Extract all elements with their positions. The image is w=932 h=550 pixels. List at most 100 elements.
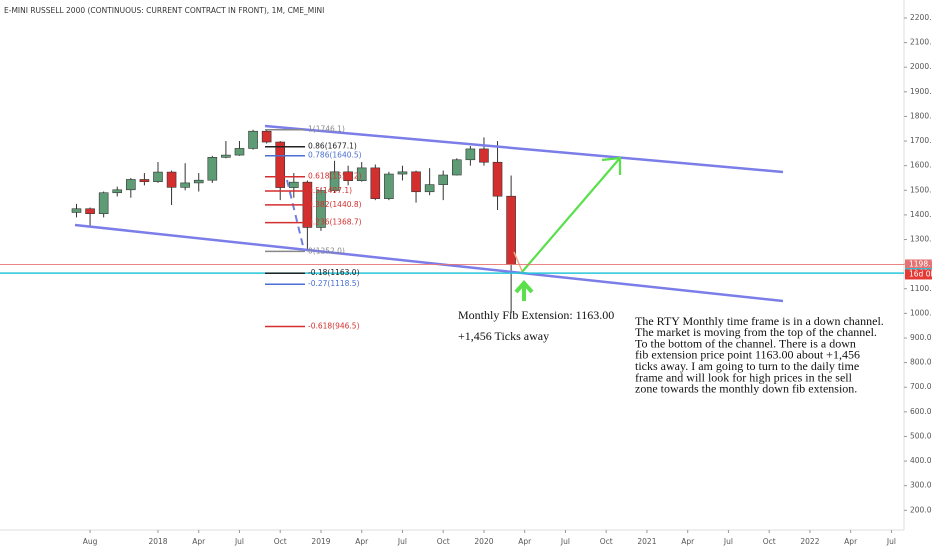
- x-tick-label: Aug: [83, 537, 98, 546]
- candle-body: [411, 171, 421, 193]
- x-tick-label: Oct: [763, 537, 776, 546]
- fib-label: -0.27(1118.5): [308, 279, 360, 288]
- candle-body: [479, 148, 489, 163]
- candle-body: [112, 189, 123, 194]
- candle-body: [316, 190, 326, 228]
- price-tag-label: 1198.7: [909, 259, 932, 268]
- candle-body: [329, 171, 340, 191]
- candle-body: [492, 161, 503, 197]
- channel-lower: [74, 223, 784, 303]
- candle-body: [193, 179, 204, 184]
- x-tick-label: Jul: [234, 537, 244, 546]
- y-tick-label: 1300.0: [910, 235, 932, 244]
- y-tick-label: 1000.0: [910, 308, 932, 317]
- x-tick-label: 2018: [148, 537, 167, 546]
- candle-body: [126, 179, 136, 191]
- candle-body: [207, 157, 218, 181]
- x-tick-label: 2019: [311, 537, 330, 546]
- fib-label: 0.382(1440.8): [308, 200, 362, 209]
- y-tick-label: 200.0: [910, 505, 932, 514]
- description-line: frame and will look for high prices in t…: [635, 370, 853, 384]
- y-tick-label: 1900.0: [910, 87, 932, 96]
- fib-label: 0.5(1497.1): [308, 186, 352, 195]
- x-tick-label: 2022: [800, 537, 819, 546]
- candle-body: [356, 167, 367, 181]
- fib-label: 0.618(1555.2): [308, 172, 362, 181]
- x-tick-label: Apr: [844, 537, 858, 546]
- x-tick-label: Apr: [518, 537, 532, 546]
- candle-body: [153, 171, 163, 182]
- candle-body: [221, 154, 231, 158]
- x-tick-label: Apr: [681, 537, 695, 546]
- description-line: The market is moving from the top of the…: [635, 325, 877, 339]
- ticks-annotation: +1,456 Ticks away: [458, 329, 549, 343]
- y-tick-label: 1600.0: [910, 161, 932, 170]
- fib-label: 0(1252.0): [308, 246, 345, 255]
- candle-body: [289, 181, 299, 188]
- candle-body: [424, 184, 435, 193]
- description-line: zone towards the monthly down fib extens…: [635, 382, 857, 396]
- candle-body: [98, 192, 109, 214]
- candle-body: [275, 141, 286, 188]
- x-tick-label: Jul: [397, 537, 407, 546]
- candle-body: [384, 173, 394, 199]
- fib-label: 0.236(1368.7): [308, 218, 362, 227]
- x-tick-label: Jul: [723, 537, 733, 546]
- x-tick-label: Jul: [560, 537, 570, 546]
- y-tick-label: 800.0: [910, 358, 932, 367]
- candle-body: [451, 159, 462, 176]
- y-tick-label: 1700.0: [910, 136, 932, 145]
- fib-label: 0.86(1677.1): [308, 142, 357, 151]
- fib-label: -0.618(946.5): [308, 322, 360, 331]
- countdown-tag: [905, 269, 932, 280]
- x-tick-label: Oct: [600, 537, 613, 546]
- candle-body: [166, 171, 177, 188]
- candle-body: [248, 130, 258, 149]
- x-tick-label: Oct: [274, 537, 287, 546]
- y-tick-label: 1400.0: [910, 210, 932, 219]
- y-tick-label: 2200.0: [910, 13, 932, 22]
- candle-body: [438, 174, 449, 185]
- y-tick-label: 300.0: [910, 481, 932, 490]
- candle-body: [370, 167, 381, 199]
- y-tick-label: 400.0: [910, 456, 932, 465]
- x-tick-label: Apr: [355, 537, 369, 546]
- channel-upper: [264, 124, 784, 174]
- y-tick-label: 500.0: [910, 431, 932, 440]
- description-line: ticks away. I am going to turn to the da…: [635, 359, 859, 373]
- fib-annotation: Monthly Fib Extension: 1163.00: [458, 308, 614, 322]
- candle-body: [234, 148, 245, 156]
- chart-title: E-MINI RUSSELL 2000 (CONTINUOUS: CURRENT…: [4, 6, 324, 15]
- y-tick-label: 2100.0: [910, 38, 932, 47]
- candle-body: [180, 182, 190, 188]
- fib-anchor-line: [286, 179, 304, 247]
- price-tag: [905, 259, 932, 270]
- x-tick-label: Apr: [192, 537, 206, 546]
- fib-label: 1(1746.1): [308, 125, 345, 134]
- description-line: The RTY Monthly time frame is in a down …: [635, 314, 884, 328]
- projection-arrow: [521, 156, 622, 273]
- x-tick-label: 2021: [637, 537, 656, 546]
- x-tick-label: Jul: [886, 537, 896, 546]
- extension-line: [513, 251, 523, 272]
- y-tick-label: 700.0: [910, 382, 932, 391]
- x-tick-label: Oct: [437, 537, 450, 546]
- y-tick-label: 1100.0: [910, 284, 932, 293]
- candle-body: [343, 171, 353, 181]
- candle-body: [85, 208, 95, 214]
- candle-body: [397, 171, 408, 175]
- fib-label: -0.18(1163.0): [308, 268, 360, 277]
- candle-body: [465, 148, 476, 161]
- countdown-label: 16d 0h: [909, 269, 932, 278]
- y-tick-label: 2000.0: [910, 62, 932, 71]
- candle-body: [261, 130, 272, 143]
- description-line: fib extension price point 1163.00 about …: [635, 348, 860, 362]
- description-line: To the bottom of the channel. There is a…: [635, 336, 856, 350]
- x-tick-label: 2020: [474, 537, 493, 546]
- up-arrow: [514, 279, 534, 301]
- y-tick-label: 900.0: [910, 333, 932, 342]
- fib-label: 0.786(1640.5): [308, 151, 362, 160]
- y-tick-label: 1800.0: [910, 111, 932, 120]
- candle-body: [139, 179, 150, 182]
